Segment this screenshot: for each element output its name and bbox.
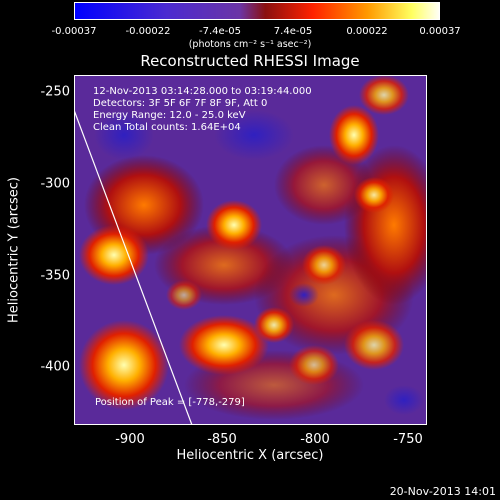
timestamp: 20-Nov-2013 14:01 [389,485,496,498]
rhessi-image [74,75,427,425]
clean-total-counts: Clean Total counts: 1.64E+04 [93,122,241,133]
y-tick-label: -350 [40,268,70,284]
colorbar-unit: (photons cm⁻² s⁻¹ asec⁻²) [188,39,312,50]
x-tick-label: -800 [300,432,330,447]
colorbar-tick-6: 0.00037 [419,26,461,37]
x-tick-label: -750 [393,432,423,447]
y-tick-label: -250 [40,84,70,100]
x-tick-label: -850 [207,432,237,447]
y-tick-label: -300 [40,176,70,192]
colorbar-tick-2: -0.00022 [125,26,171,37]
x-axis-label: Heliocentric X (arcsec) [176,448,324,463]
colorbar-tick-5: 0.00022 [346,26,388,37]
y-tick-label: -400 [40,359,70,375]
y-axis-label: Heliocentric Y (arcsec) [6,177,22,323]
colorbar-tick-3: -7.4e-05 [199,26,241,37]
time-range: 12-Nov-2013 03:14:28.000 to 03:19:44.000 [93,86,312,97]
x-tick-label: -900 [115,432,145,447]
image-title: Reconstructed RHESSI Image [140,52,360,70]
detectors-info: Detectors: 3F 5F 6F 7F 8F 9F, Att 0 [93,98,268,109]
peak-position: Position of Peak = [-778,-279] [95,397,245,408]
energy-range: Energy Range: 12.0 - 25.0 keV [93,110,246,121]
colorbar-tick-1: -0.00037 [51,26,97,37]
colorbar [74,2,440,20]
colorbar-tick-4: 7.4e-05 [273,26,313,37]
